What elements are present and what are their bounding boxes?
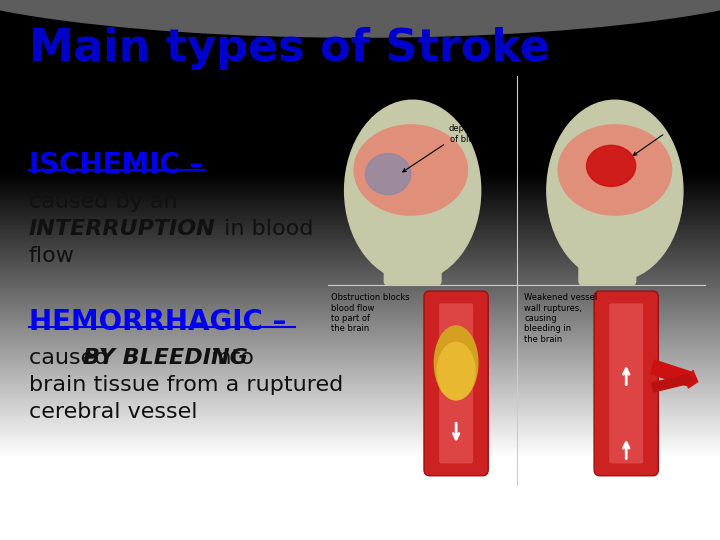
Text: INTERRUPTION: INTERRUPTION	[29, 219, 215, 239]
Text: Ischemic Stroke: Ischemic Stroke	[369, 84, 474, 97]
Ellipse shape	[0, 0, 720, 38]
Text: caused by an: caused by an	[29, 192, 177, 212]
Ellipse shape	[345, 100, 481, 281]
Text: Main types of Stroke: Main types of Stroke	[29, 27, 549, 70]
Ellipse shape	[547, 100, 683, 281]
Text: flow: flow	[29, 246, 75, 266]
Text: Obstruction blocks
blood flow
to part of
the brain: Obstruction blocks blood flow to part of…	[331, 293, 410, 333]
Text: ISCHEMIC –: ISCHEMIC –	[29, 151, 203, 179]
Ellipse shape	[558, 125, 672, 215]
FancyBboxPatch shape	[579, 244, 636, 285]
Ellipse shape	[366, 153, 411, 194]
Text: Area of
bleeding: Area of bleeding	[634, 111, 701, 156]
FancyArrow shape	[652, 373, 692, 392]
Text: in blood: in blood	[217, 219, 314, 239]
Text: cerebral vessel: cerebral vessel	[29, 402, 197, 422]
Text: brain tissue from a ruptured: brain tissue from a ruptured	[29, 375, 343, 395]
FancyBboxPatch shape	[439, 303, 473, 463]
Ellipse shape	[354, 125, 467, 215]
Text: into: into	[204, 348, 253, 368]
FancyBboxPatch shape	[609, 303, 643, 463]
Text: BY BLEEDING: BY BLEEDING	[83, 348, 248, 368]
FancyBboxPatch shape	[594, 291, 658, 476]
Text: caused: caused	[29, 348, 115, 368]
Text: HEMORRHAGIC –: HEMORRHAGIC –	[29, 308, 286, 336]
Ellipse shape	[587, 145, 636, 186]
FancyBboxPatch shape	[384, 244, 441, 285]
Text: Weakened vessel
wall ruptures,
causing
bleeding in
the brain: Weakened vessel wall ruptures, causing b…	[524, 293, 598, 344]
Text: Hemorrhagic Stoke: Hemorrhagic Stoke	[547, 84, 675, 97]
FancyArrow shape	[651, 360, 698, 388]
Ellipse shape	[437, 342, 475, 400]
Text: Area
deprived
of blood: Area deprived of blood	[402, 114, 486, 172]
Ellipse shape	[434, 326, 478, 400]
FancyBboxPatch shape	[424, 291, 488, 476]
